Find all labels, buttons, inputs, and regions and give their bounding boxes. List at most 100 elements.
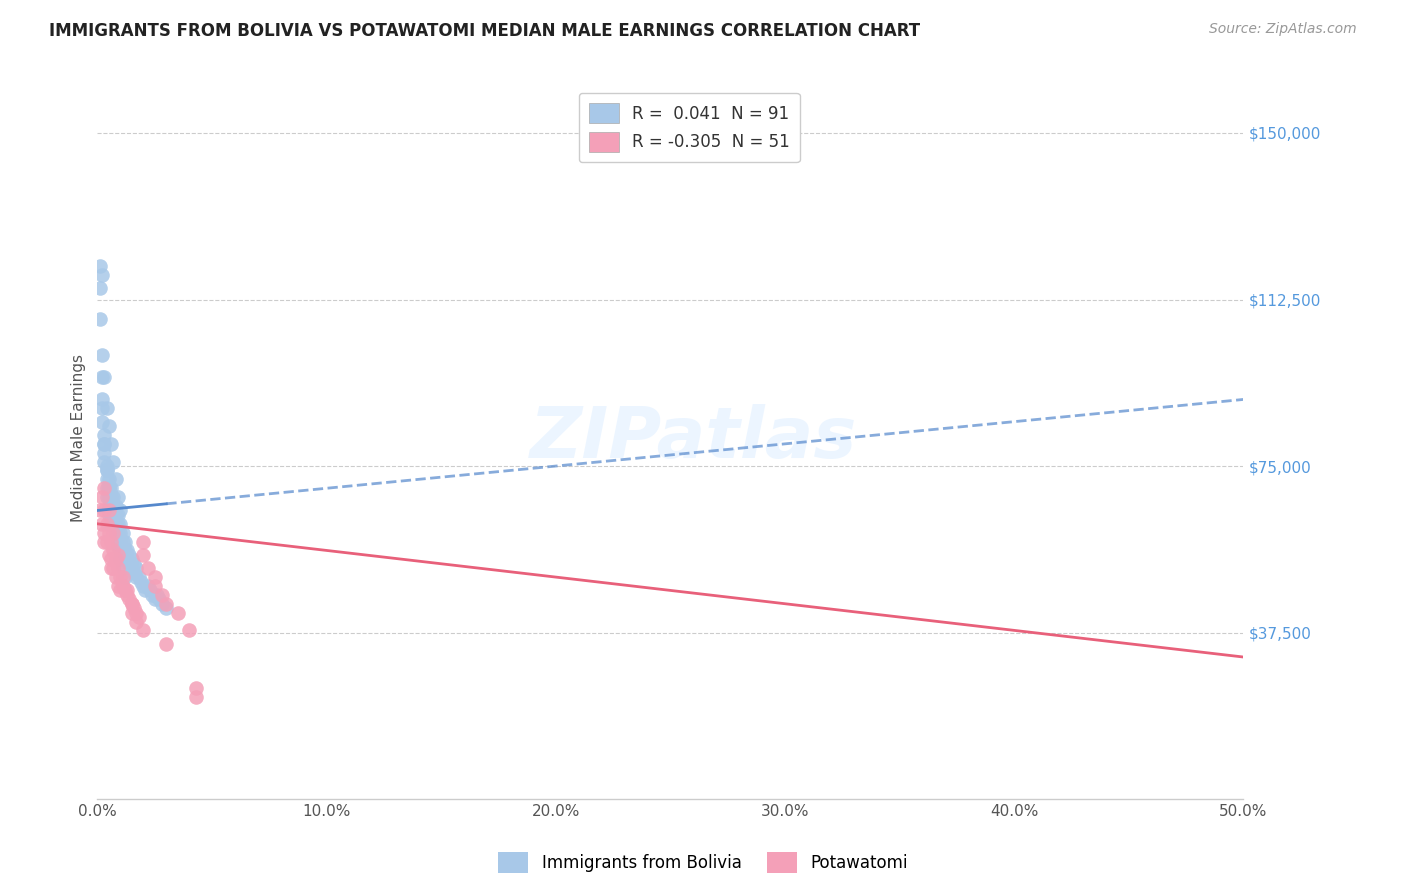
Point xyxy=(118,557,141,571)
Legend: Immigrants from Bolivia, Potawatomi: Immigrants from Bolivia, Potawatomi xyxy=(492,846,914,880)
Point xyxy=(103,543,125,558)
Point xyxy=(107,548,129,562)
Point xyxy=(122,566,145,580)
Point xyxy=(139,583,162,598)
Point xyxy=(107,561,129,575)
Point xyxy=(184,690,207,704)
Point xyxy=(97,503,120,517)
Point xyxy=(110,552,132,566)
Point xyxy=(132,579,155,593)
Point xyxy=(93,437,115,451)
Point xyxy=(89,503,111,517)
Point xyxy=(96,458,118,473)
Legend: R =  0.041  N = 91, R = -0.305  N = 51: R = 0.041 N = 91, R = -0.305 N = 51 xyxy=(578,93,800,162)
Point xyxy=(125,570,148,584)
Point xyxy=(89,281,111,295)
Point xyxy=(111,570,134,584)
Point xyxy=(107,534,129,549)
Point xyxy=(111,579,134,593)
Point xyxy=(96,490,118,504)
Point xyxy=(100,437,122,451)
Point xyxy=(100,561,122,575)
Point xyxy=(107,516,129,531)
Point xyxy=(96,481,118,495)
Point xyxy=(100,481,122,495)
Point xyxy=(104,508,127,522)
Point xyxy=(103,512,125,526)
Point xyxy=(91,490,114,504)
Point xyxy=(91,392,114,407)
Point xyxy=(97,516,120,531)
Point xyxy=(93,455,115,469)
Point xyxy=(132,534,155,549)
Point xyxy=(91,268,114,282)
Point xyxy=(110,534,132,549)
Point xyxy=(128,610,150,624)
Point xyxy=(104,472,127,486)
Point xyxy=(97,508,120,522)
Point xyxy=(114,552,136,566)
Point xyxy=(110,543,132,558)
Point xyxy=(136,579,159,593)
Point xyxy=(121,597,143,611)
Point xyxy=(125,606,148,620)
Point xyxy=(100,508,122,522)
Point xyxy=(143,592,166,607)
Point xyxy=(129,574,152,589)
Point xyxy=(121,597,143,611)
Point xyxy=(155,597,177,611)
Point xyxy=(107,539,129,553)
Point xyxy=(150,588,173,602)
Point xyxy=(107,490,129,504)
Point xyxy=(97,490,120,504)
Point xyxy=(103,490,125,504)
Point xyxy=(121,552,143,566)
Point xyxy=(104,525,127,540)
Point xyxy=(104,516,127,531)
Text: ZIPatlas: ZIPatlas xyxy=(530,404,858,473)
Point xyxy=(104,552,127,566)
Point xyxy=(115,583,138,598)
Point xyxy=(122,601,145,615)
Point xyxy=(184,681,207,695)
Point xyxy=(103,455,125,469)
Point xyxy=(103,499,125,513)
Point xyxy=(110,525,132,540)
Point xyxy=(100,490,122,504)
Point xyxy=(100,499,122,513)
Point xyxy=(104,499,127,513)
Point xyxy=(115,552,138,566)
Point xyxy=(114,583,136,598)
Point xyxy=(177,624,200,638)
Point xyxy=(103,516,125,531)
Point xyxy=(97,548,120,562)
Point xyxy=(111,561,134,575)
Point xyxy=(136,561,159,575)
Point xyxy=(91,348,114,362)
Point xyxy=(103,525,125,540)
Point xyxy=(104,525,127,540)
Point xyxy=(96,463,118,477)
Point xyxy=(118,592,141,607)
Point xyxy=(115,588,138,602)
Point xyxy=(97,525,120,540)
Point xyxy=(89,259,111,273)
Point xyxy=(143,579,166,593)
Point xyxy=(110,503,132,517)
Point xyxy=(146,588,169,602)
Point xyxy=(96,463,118,477)
Point xyxy=(93,525,115,540)
Point xyxy=(89,312,111,326)
Point xyxy=(111,543,134,558)
Point xyxy=(91,516,114,531)
Point xyxy=(93,437,115,451)
Point xyxy=(132,624,155,638)
Point xyxy=(111,534,134,549)
Point xyxy=(155,601,177,615)
Point xyxy=(166,606,188,620)
Point xyxy=(111,525,134,540)
Point xyxy=(125,561,148,575)
Point xyxy=(121,561,143,575)
Point xyxy=(100,516,122,531)
Point xyxy=(93,446,115,460)
